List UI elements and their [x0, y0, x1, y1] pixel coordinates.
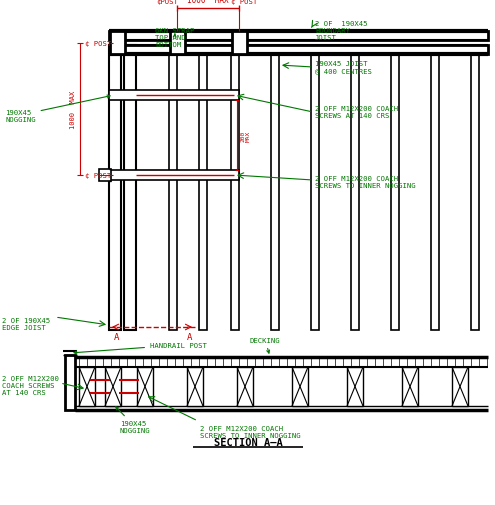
Bar: [232, 32, 247, 55]
Bar: [109, 46, 121, 330]
Bar: [137, 367, 153, 406]
Bar: [170, 32, 185, 55]
Text: 2 OFF M12X200 COACH
SCREWS AT 140 CRS: 2 OFF M12X200 COACH SCREWS AT 140 CRS: [315, 106, 398, 119]
Text: ¢ POST: ¢ POST: [231, 0, 257, 5]
Text: 190X45
NOGGING: 190X45 NOGGING: [5, 96, 110, 122]
Text: 200
MAX: 200 MAX: [240, 130, 251, 141]
Text: 190X45 JOIST
@ 400 CENTRES: 190X45 JOIST @ 400 CENTRES: [315, 61, 372, 74]
Text: 2 OFF M12X200 COACH
SCREWS TO INNER NOGGING: 2 OFF M12X200 COACH SCREWS TO INNER NOGG…: [315, 176, 416, 189]
Text: 2 OF 190X45
EDGE JOIST: 2 OF 190X45 EDGE JOIST: [2, 317, 50, 330]
Text: 6KN STRAP
TOP AND
BOTTOM: 6KN STRAP TOP AND BOTTOM: [155, 28, 195, 48]
Bar: [452, 367, 468, 406]
Bar: [65, 356, 75, 410]
Bar: [237, 367, 253, 406]
Bar: [187, 367, 203, 406]
Text: 2 OFF M12X200 COACH
SCREWS TO INNER NOGGING: 2 OFF M12X200 COACH SCREWS TO INNER NOGG…: [200, 425, 300, 438]
Text: A: A: [187, 332, 193, 341]
Text: 1000  MAX: 1000 MAX: [187, 0, 229, 5]
Bar: [311, 46, 319, 330]
Bar: [347, 367, 363, 406]
Bar: [109, 171, 239, 181]
Text: A: A: [114, 332, 120, 341]
Bar: [471, 46, 479, 330]
Text: ¢ POST: ¢ POST: [85, 173, 111, 179]
Bar: [169, 46, 177, 330]
Bar: [402, 367, 418, 406]
Bar: [109, 46, 488, 55]
Bar: [431, 46, 439, 330]
Bar: [99, 170, 111, 182]
Bar: [109, 32, 488, 41]
Text: ¢ POST: ¢ POST: [85, 41, 111, 47]
Bar: [79, 367, 95, 406]
Bar: [292, 367, 308, 406]
Bar: [231, 46, 239, 330]
Text: HANDRAIL POST: HANDRAIL POST: [74, 342, 207, 354]
Text: 2 OFF M12X200
COACH SCREWS
AT 140 CRS: 2 OFF M12X200 COACH SCREWS AT 140 CRS: [2, 375, 59, 395]
Text: ¢POST: ¢POST: [156, 0, 178, 5]
Text: 2 OF  190X45
BOUNDARY
JOIST: 2 OF 190X45 BOUNDARY JOIST: [315, 21, 367, 41]
Bar: [110, 32, 125, 55]
Text: SECTION A–A: SECTION A–A: [214, 437, 282, 447]
Bar: [105, 367, 121, 406]
Text: DECKING: DECKING: [250, 337, 281, 354]
Bar: [109, 91, 239, 101]
Text: 1000  MAX: 1000 MAX: [70, 91, 76, 129]
Text: 190X45
NOGGING: 190X45 NOGGING: [116, 407, 150, 434]
Bar: [391, 46, 399, 330]
Bar: [351, 46, 359, 330]
Bar: [271, 46, 279, 330]
Bar: [199, 46, 207, 330]
Bar: [124, 46, 136, 330]
